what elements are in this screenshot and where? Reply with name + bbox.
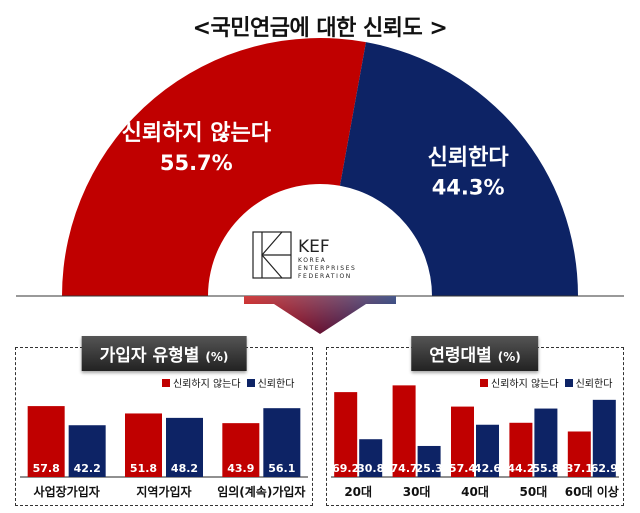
- logo-line-1: KOREA: [298, 257, 326, 264]
- x-tick-label: 임의(계속)가입자: [217, 484, 305, 499]
- down-arrow: [244, 296, 396, 334]
- bar-value-label: 25.3: [416, 462, 443, 475]
- bar-value-label: 62.9: [591, 462, 618, 475]
- legend-swatch-trust: [564, 378, 573, 387]
- bar-trust: [476, 424, 499, 477]
- legend-swatch-distrust: [480, 378, 488, 387]
- gauge-slice-distrust: [62, 38, 366, 296]
- bar-trust: [592, 399, 616, 477]
- bar-value-label: 42.6: [474, 462, 501, 475]
- logo-line-2: ENTERPRISES: [298, 265, 356, 272]
- logo-line-3: FEDERATION: [298, 273, 352, 280]
- kef-logo: KEF KOREA ENTERPRISES FEDERATION: [252, 231, 356, 280]
- x-tick-label: 사업장가입자: [34, 484, 100, 499]
- bar-distrust: [27, 406, 65, 477]
- bar-distrust: [334, 392, 358, 477]
- page-title: <국민연금에 대한 신뢰도 >: [192, 16, 448, 41]
- legend-label-distrust: 신뢰하지 않는다: [491, 379, 559, 390]
- gauge-label-trust: 신뢰한다: [428, 145, 510, 170]
- bar-distrust: [222, 423, 260, 477]
- bar-trust: [417, 445, 441, 477]
- bar-trust: [263, 408, 301, 477]
- bar-value-label: 51.8: [130, 462, 157, 475]
- x-tick-label: 40대: [461, 485, 489, 499]
- x-tick-label: 60대 이상: [565, 484, 619, 499]
- legend-swatch-trust: [246, 378, 255, 387]
- bar-value-label: 57.8: [33, 462, 60, 475]
- bar-value-label: 43.9: [227, 462, 254, 475]
- bar-distrust: [451, 406, 474, 477]
- legend-label-distrust: 신뢰하지 않는다: [173, 379, 241, 390]
- bar-value-label: 55.8: [532, 462, 559, 475]
- bar-trust: [166, 417, 203, 477]
- bar-distrust: [125, 413, 162, 477]
- bar-trust: [359, 439, 383, 477]
- bar-distrust: [509, 422, 533, 477]
- gauge-slice-trust: [339, 42, 578, 296]
- legend-label-trust: 신뢰한다: [575, 379, 613, 390]
- legend-swatch-distrust: [162, 378, 170, 387]
- bar-value-label: 44.2: [507, 462, 534, 475]
- bar-value-label: 48.2: [171, 462, 198, 475]
- panel-title-age-group: 연령대별 (%): [411, 336, 539, 371]
- x-tick-label: 30대: [403, 485, 431, 499]
- bar-distrust: [392, 385, 416, 477]
- bar-value-label: 30.8: [357, 462, 384, 475]
- gauge-value-distrust: 55.7%: [160, 151, 233, 175]
- x-tick-label: 지역가입자: [136, 484, 191, 499]
- gauge-label-distrust: 신뢰하지 않는다: [122, 121, 272, 146]
- bar-value-label: 56.1: [268, 462, 295, 475]
- panel-title-subscriber-type: 가입자 유형별 (%): [81, 336, 247, 371]
- legend-label-trust: 신뢰한다: [257, 379, 295, 390]
- bar-value-label: 37.1: [566, 462, 593, 475]
- logo-mark: KEF: [298, 237, 330, 257]
- x-tick-label: 20대: [344, 485, 372, 499]
- bar-trust: [534, 408, 558, 477]
- legend-subscriber-type: 신뢰하지 않는다 신뢰한다: [162, 375, 294, 390]
- bar-value-label: 57.4: [449, 462, 476, 475]
- legend-age-group: 신뢰하지 않는다 신뢰한다: [480, 375, 612, 390]
- x-tick-label: 50대: [520, 485, 548, 499]
- gauge-value-trust: 44.3%: [432, 175, 505, 199]
- bar-value-label: 69.2: [332, 462, 359, 475]
- bar-trust: [68, 425, 106, 477]
- bar-distrust: [567, 431, 591, 477]
- bar-value-label: 42.2: [74, 462, 101, 475]
- bar-value-label: 74.7: [391, 462, 418, 475]
